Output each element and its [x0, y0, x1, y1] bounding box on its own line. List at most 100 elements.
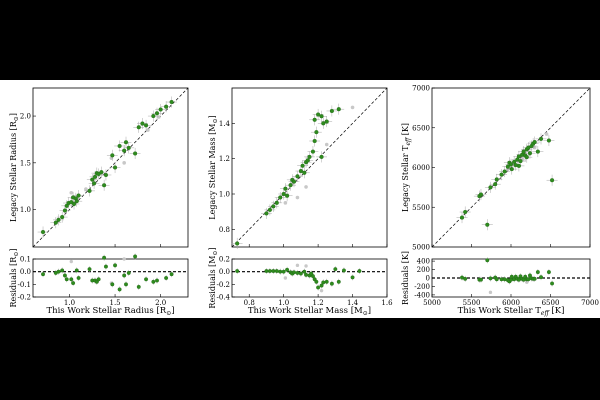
- panel-1-residual-point: [69, 277, 74, 282]
- panel-1-residual-point: [96, 277, 101, 282]
- panel-3-main-ytick-label: 6000: [412, 164, 430, 172]
- panel-1-residual-gray-point: [69, 259, 73, 264]
- panel-1-main-point: [164, 104, 169, 109]
- panel-1-main-point: [76, 193, 81, 198]
- panel-3-residual-point: [479, 277, 483, 282]
- panel-2-residual-point: [292, 270, 296, 275]
- panel-2-main-gray-point: [295, 195, 300, 200]
- panel-2-residual-point: [235, 269, 240, 273]
- panel-2-main-point: [285, 193, 290, 198]
- panel-1-xtick-label: 1.5: [109, 299, 120, 307]
- panel-3-residual-ytick-label: 200: [417, 266, 430, 274]
- panel-1-residual-point: [87, 267, 92, 272]
- panel-2-main-point: [314, 130, 319, 135]
- panel-1-residual-gray-point: [122, 257, 126, 261]
- panel-3-main-ytick-label: 5500: [412, 204, 430, 212]
- panel-2-main-point: [302, 170, 307, 175]
- panel-2-xtick-label: 1.4: [347, 299, 359, 307]
- panel-3-xtick-label: 5500: [463, 299, 481, 307]
- panel-3-main-point: [502, 169, 507, 174]
- panel-1-residual-point: [169, 272, 174, 277]
- panel-3-main-point: [532, 140, 537, 145]
- panel-1-main-point: [169, 99, 174, 105]
- panel-1-x-axis-label: This Work Stellar Radius [R⊙]: [46, 306, 174, 317]
- panel-3-residual-point: [485, 258, 490, 263]
- panel-1-main-frame: [32, 87, 189, 248]
- panel-1-residual-point: [155, 278, 159, 283]
- panel-2-main-point: [300, 163, 305, 168]
- panel-1-residual-point: [126, 270, 131, 275]
- panel-1-residual-ytick-label: 0.1: [20, 256, 31, 264]
- panel-1-residual-point: [103, 264, 108, 269]
- panel-1-main-ytick-label: 1.0: [20, 206, 31, 214]
- panel-1-residual-y-axis-label: Residuals [R⊙]: [9, 249, 20, 308]
- panel-1-xtick-label: 1.0: [64, 299, 75, 307]
- panel-2-residual-point: [329, 281, 334, 286]
- panel-2-main-point: [298, 168, 303, 174]
- panel-3-main-point: [518, 159, 523, 164]
- panel-2-main-point: [278, 195, 283, 200]
- panel-1-main-point: [92, 174, 98, 179]
- panel-3-main-point: [538, 136, 544, 141]
- panel-2-main-frame: [231, 87, 388, 248]
- panel-3-main-point: [508, 162, 514, 167]
- panel-1-residual-point: [151, 279, 156, 284]
- panel-2-residual-point: [319, 283, 324, 288]
- panel-3-main-point: [535, 149, 540, 154]
- panel-2-main-point: [329, 108, 334, 114]
- panel-2-main-point: [312, 138, 317, 144]
- panel-2-main-ytick-label: 1.4: [219, 120, 231, 128]
- panel-3-main-point: [499, 172, 504, 177]
- panel-2-residual-ytick-label: -0.2: [217, 281, 231, 289]
- panel-1-residual-point: [74, 268, 79, 273]
- panel-2-main-point: [305, 158, 310, 163]
- panel-2-main-gray-point: [350, 105, 355, 110]
- panel-2-main-point: [281, 191, 286, 197]
- panel-2-residual-point: [314, 279, 319, 284]
- panel-1-main-point: [117, 143, 122, 149]
- panel-3-main-point: [478, 192, 484, 197]
- panel-3-main-point: [521, 149, 526, 154]
- panel-3-residual-point: [535, 270, 540, 275]
- panel-3-main-point: [516, 163, 521, 168]
- panel-2-main-point: [316, 112, 321, 117]
- panel-1-main-ytick-label: 1.5: [20, 159, 31, 167]
- panel-1-residual-point: [124, 282, 128, 287]
- panel-1-main-ytick-label: 2.0: [20, 113, 31, 121]
- panel-2-main-point: [288, 183, 293, 188]
- panel-2-one-to-one-line: [231, 87, 388, 248]
- panel-2-residual-point: [341, 268, 346, 273]
- panel-3-residual-point: [488, 276, 493, 281]
- panel-3-residual-ytick-label: 400: [417, 258, 430, 266]
- panel-1-main-point: [62, 208, 67, 213]
- panel-1-residual-point: [136, 284, 141, 289]
- panel-2-residual-point: [274, 269, 279, 273]
- panel-2-residual-point: [324, 279, 329, 284]
- panel-3-main-point: [546, 138, 551, 143]
- panel-2-main-point: [295, 174, 300, 179]
- panel-2-residual-point: [298, 271, 303, 276]
- panel-1-residual-point: [113, 263, 118, 268]
- panel-2-main-point: [324, 119, 329, 124]
- panel-2-main-point: [321, 121, 326, 126]
- panel-1-main-gray-point: [69, 190, 74, 195]
- panel-3-xtick-label: 6500: [542, 299, 560, 307]
- panel-2-main-point: [274, 200, 279, 205]
- panel-2-residual-point: [278, 269, 283, 274]
- panel-2-residual-gray-point: [304, 264, 308, 268]
- panel-3-main-point: [494, 177, 499, 182]
- panel-2-main-point: [235, 241, 240, 246]
- panel-2-residual-ytick-label: 0.2: [219, 256, 230, 264]
- panel-3-residual-point: [539, 275, 543, 280]
- panel-3-main-ytick-label: 7000: [412, 85, 430, 93]
- panel-1-residual-point: [41, 272, 45, 277]
- panel-3-residual-point: [546, 270, 551, 275]
- panel-1-main-point: [102, 183, 107, 188]
- panel-2-xtick-label: 1.2: [313, 299, 324, 307]
- panel-3-xtick-label: 6000: [502, 299, 520, 307]
- panel-2-residual-point: [316, 285, 321, 290]
- panel-1-main-y-axis-label: Legacy Stellar Radius [R⊙]: [9, 113, 20, 222]
- panel-1-residual-point: [60, 268, 65, 273]
- panel-1-residual-ytick-label: -0.1: [18, 281, 32, 289]
